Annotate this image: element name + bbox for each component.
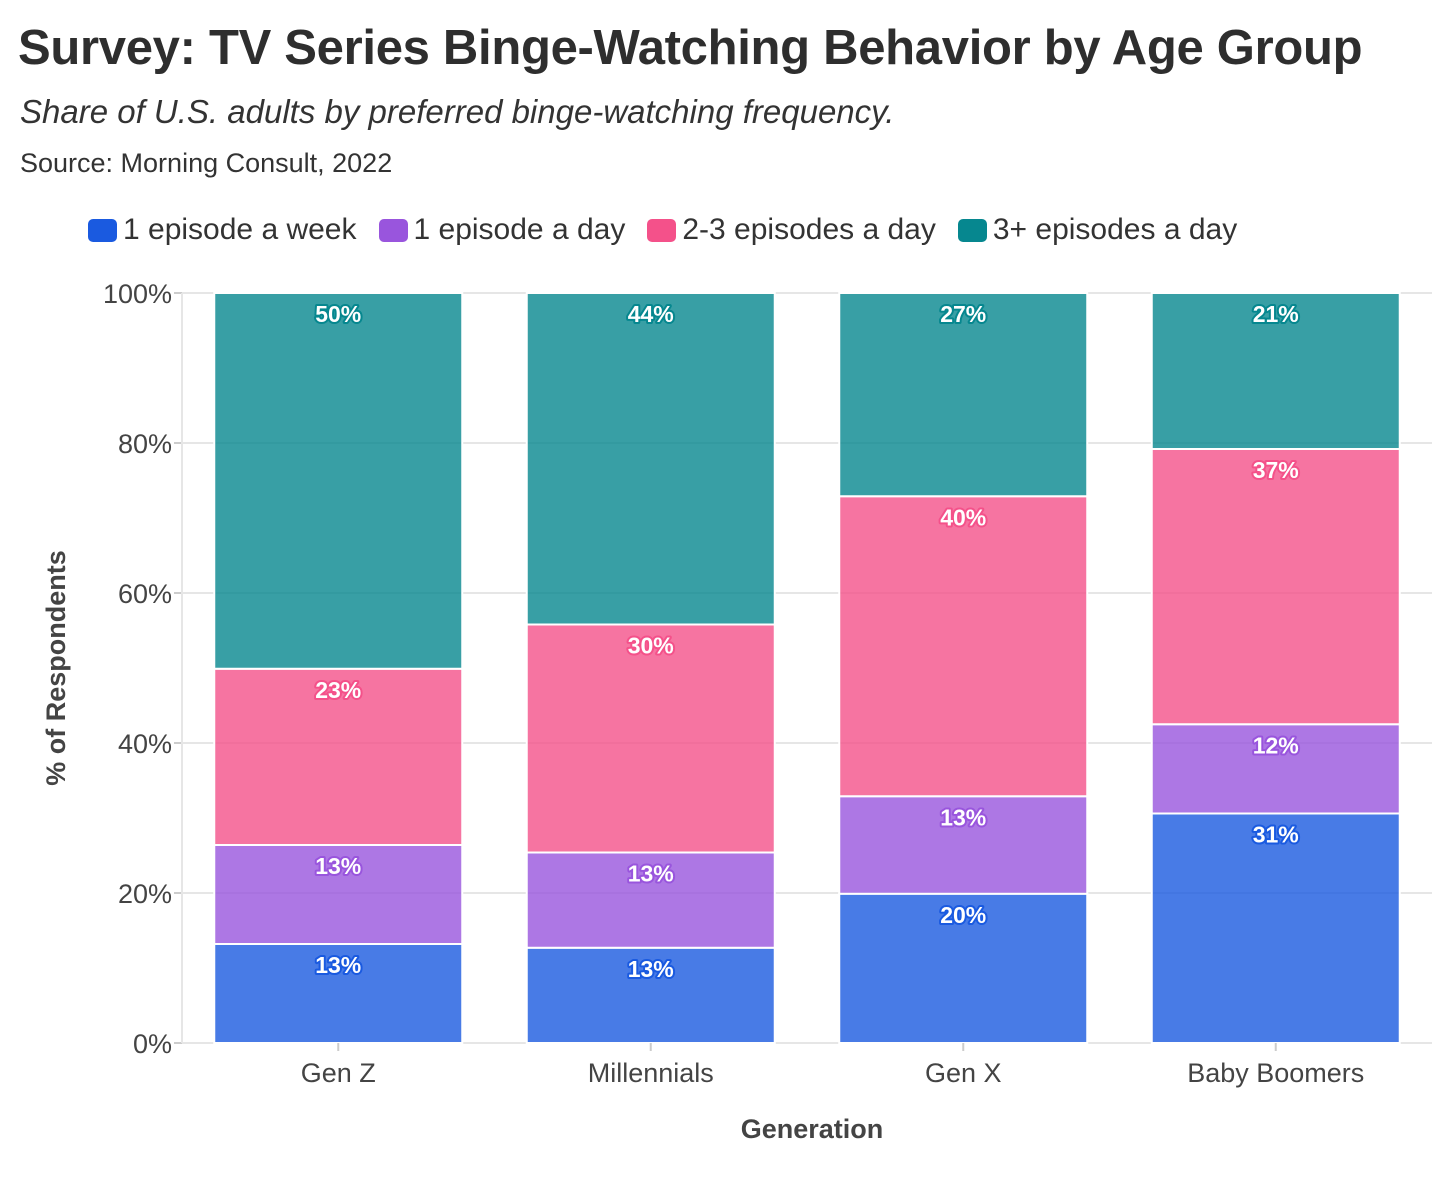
data-label: 13%: [315, 853, 361, 879]
bar-segment: [1150, 723, 1401, 815]
data-label: 13%: [315, 952, 361, 978]
bar-segment: [1150, 292, 1401, 450]
legend-item-1-episode-week[interactable]: 1 episode a week: [88, 213, 357, 247]
data-label: 27%: [940, 301, 986, 327]
bar-stack: 13% 13% 23% 50%: [213, 292, 464, 1044]
x-axis-ticks: Gen Z Millennials Gen X Baby Boomers: [301, 1043, 1364, 1088]
legend-label: 2-3 episodes a day: [682, 213, 936, 246]
y-tick-label: 0%: [133, 1029, 172, 1059]
legend-item-3-plus-episodes-day[interactable]: 3+ episodes a day: [957, 213, 1238, 247]
legend-swatch: [378, 218, 408, 242]
chart-title: Survey: TV Series Binge-Watching Behavio…: [18, 21, 1363, 75]
chart-subtitle: Share of U.S. adults by preferred binge-…: [20, 93, 895, 130]
bar-segment: [525, 946, 776, 1044]
bar-segment: [838, 292, 1089, 498]
bar-segment: [838, 795, 1089, 895]
legend-item-1-episode-day[interactable]: 1 episode a day: [378, 213, 626, 247]
bar-stack: 31% 12% 37% 21%: [1150, 292, 1401, 1044]
data-label: 37%: [1253, 457, 1299, 483]
legend-swatch: [957, 218, 987, 242]
bar-segment: [525, 292, 776, 626]
x-tick-label: Gen X: [925, 1058, 1002, 1088]
bar-segment: [525, 851, 776, 949]
data-label: 13%: [628, 861, 674, 887]
data-label: 40%: [940, 504, 986, 530]
bar-segment: [213, 844, 464, 945]
data-label: 20%: [940, 902, 986, 928]
y-tick-label: 20%: [118, 879, 172, 909]
bar-segment: [525, 623, 776, 854]
data-label: 31%: [1253, 822, 1299, 848]
bar-segment: [213, 292, 464, 670]
bar-segment: [838, 495, 1089, 798]
bars: 13% 13% 23% 50% 13% 13% 30% 44% 20% 13% 40% 27% 31% 1…: [213, 292, 1401, 1044]
data-label: 12%: [1253, 732, 1299, 758]
bar-stack: 13% 13% 30% 44%: [525, 292, 776, 1044]
bar-segment: [1150, 448, 1401, 726]
legend-label: 3+ episodes a day: [992, 213, 1238, 246]
legend: 1 episode a week 1 episode a day 2-3 epi…: [88, 210, 1237, 250]
chart-source: Source: Morning Consult, 2022: [20, 148, 393, 178]
data-label: 44%: [628, 301, 674, 327]
x-tick-label: Gen Z: [301, 1058, 376, 1088]
bar-segment: [213, 667, 464, 846]
bar-segment: [838, 892, 1089, 1044]
legend-label: 1 episode a week: [123, 213, 357, 246]
data-label: 13%: [940, 804, 986, 830]
x-tick-label: Millennials: [588, 1058, 714, 1088]
data-label: 21%: [1253, 301, 1299, 327]
legend-swatch: [88, 218, 117, 242]
y-tick-label: 60%: [118, 579, 172, 609]
bar-stack: 20% 13% 40% 27%: [838, 292, 1089, 1044]
y-tick-label: 100%: [103, 279, 172, 309]
data-label: 13%: [628, 956, 674, 982]
legend-item-2-3-episodes-day[interactable]: 2-3 episodes a day: [647, 213, 936, 247]
y-axis-title: % of Respondents: [41, 550, 71, 786]
data-label: 50%: [315, 301, 361, 327]
y-tick-label: 40%: [118, 729, 172, 759]
legend-swatch: [647, 218, 677, 242]
data-label: 23%: [315, 677, 361, 703]
legend-label: 1 episode a day: [413, 213, 626, 246]
y-tick-label: 80%: [118, 429, 172, 459]
bar-segment: [1150, 812, 1401, 1044]
x-tick-label: Baby Boomers: [1187, 1058, 1364, 1088]
x-axis-title: Generation: [741, 1114, 884, 1144]
y-axis-ticks: 0% 20% 40% 60% 80% 100%: [103, 279, 183, 1059]
data-label: 30%: [628, 633, 674, 659]
